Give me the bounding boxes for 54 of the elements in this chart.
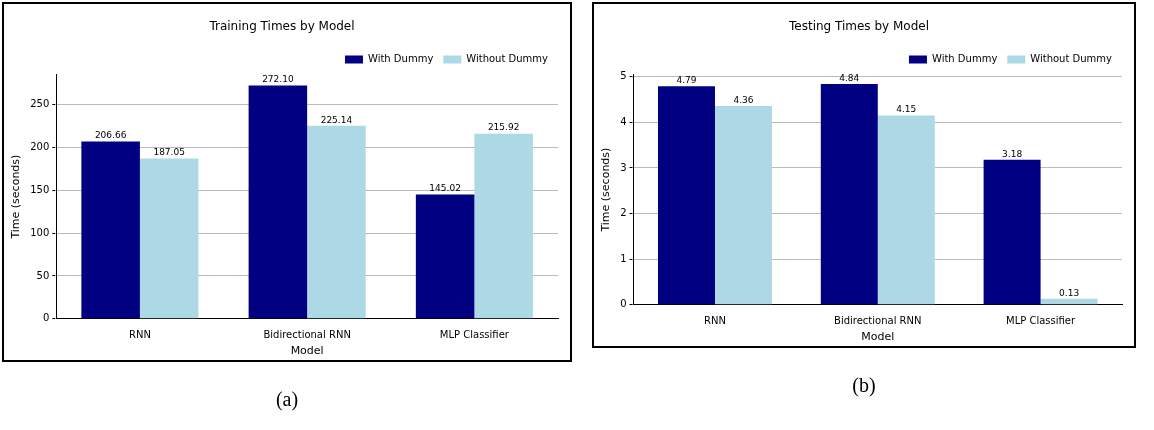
data-label: 4.84 (839, 72, 860, 83)
x-tick-label: Bidirectional RNN (263, 329, 351, 341)
bar (474, 133, 533, 319)
text: (a) (275, 388, 299, 411)
x-axis-title: Model (290, 344, 324, 358)
data-label: 225.14 (320, 114, 353, 125)
data-label: 187.05 (153, 147, 185, 158)
y-tick-label: 5 (620, 70, 627, 82)
x-tick-label: RNN (704, 315, 726, 327)
bar (81, 141, 140, 319)
chart-title: Testing Times by Model (788, 19, 929, 34)
y-tick-label: 50 (36, 269, 50, 281)
data-label: 206.66 (94, 130, 127, 141)
bar (983, 159, 1041, 305)
bar (307, 125, 366, 319)
data-label: 272.10 (262, 74, 294, 85)
data-label: 0.13 (1059, 287, 1080, 298)
bar (657, 86, 715, 305)
y-tick-label: 150 (30, 183, 50, 195)
data-label: 4.15 (896, 104, 917, 115)
bar (415, 194, 475, 319)
bar (1040, 298, 1098, 305)
bar (248, 85, 308, 319)
bar (139, 158, 199, 319)
y-tick-label: 3 (620, 161, 627, 173)
legend-label: Without Dummy (1030, 52, 1113, 64)
bar (877, 115, 935, 305)
data-label: 4.36 (733, 94, 754, 105)
y-tick-label: 200 (30, 140, 50, 152)
y-tick-label: 1 (620, 252, 627, 264)
data-label: 4.79 (676, 75, 697, 86)
x-tick-label: Bidirectional RNN (834, 315, 922, 327)
x-tick-label: RNN (128, 329, 151, 341)
legend-label: With Dummy (367, 52, 434, 64)
y-axis-title: Time (seconds) (599, 147, 613, 233)
chart-title: Training Times by Model (208, 19, 355, 34)
y-tick-label: 4 (620, 115, 627, 127)
y-tick-label: 100 (30, 226, 50, 238)
y-tick-label: 0 (42, 312, 50, 324)
bar (714, 105, 772, 305)
legend-label: With Dummy (931, 52, 998, 64)
text: (b) (852, 374, 876, 397)
y-tick-label: 250 (30, 98, 50, 110)
x-tick-label: MLP Classifier (439, 329, 510, 341)
y-tick-label: 2 (620, 207, 627, 219)
y-tick-label: 0 (620, 298, 627, 310)
legend-label: Without Dummy (466, 52, 549, 64)
data-label: 215.92 (487, 122, 520, 133)
x-axis-title: Model (861, 330, 895, 344)
bar (820, 83, 878, 305)
data-label: 145.02 (429, 183, 461, 194)
y-axis-title: Time (seconds) (9, 154, 23, 240)
data-label: 3.18 (1002, 148, 1023, 159)
x-tick-label: MLP Classifier (1006, 315, 1077, 327)
